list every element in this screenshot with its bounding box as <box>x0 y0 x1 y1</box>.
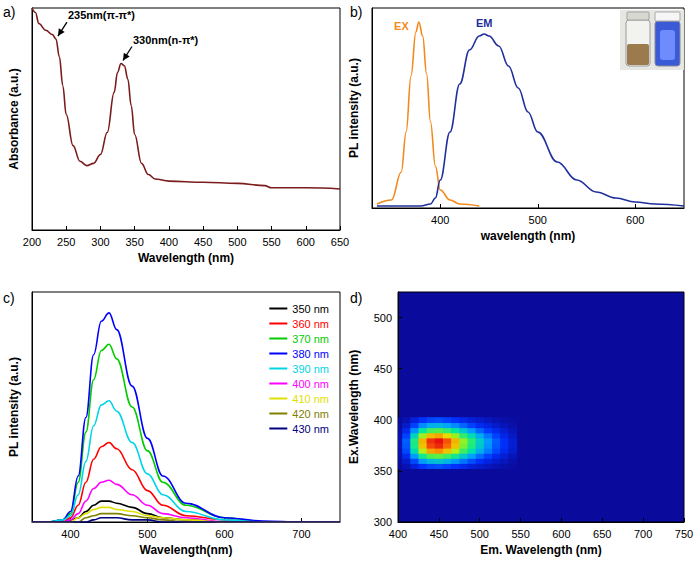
svg-text:390 nm: 390 nm <box>292 363 329 375</box>
svg-text:Wavelength(nm): Wavelength(nm) <box>140 543 233 557</box>
svg-text:a): a) <box>3 4 15 20</box>
svg-text:500: 500 <box>529 214 547 226</box>
svg-text:650: 650 <box>593 528 611 540</box>
svg-text:600: 600 <box>297 236 315 248</box>
svg-text:450: 450 <box>374 363 392 375</box>
svg-text:Em. Wavelength (nm): Em. Wavelength (nm) <box>480 543 602 557</box>
svg-text:400: 400 <box>61 528 79 540</box>
svg-text:600: 600 <box>552 528 570 540</box>
svg-text:250: 250 <box>57 236 75 248</box>
svg-text:370 nm: 370 nm <box>292 333 329 345</box>
svg-text:Ex.Wavelength (nm): Ex.Wavelength (nm) <box>347 350 361 464</box>
svg-text:550: 550 <box>262 236 280 248</box>
svg-text:600: 600 <box>215 528 233 540</box>
svg-text:Absorbance (a.u.): Absorbance (a.u.) <box>7 68 21 169</box>
svg-text:650: 650 <box>331 236 349 248</box>
svg-text:PL intensity (a.u.): PL intensity (a.u.) <box>7 357 21 457</box>
svg-text:430 nm: 430 nm <box>292 423 329 435</box>
svg-text:wavelength (nm): wavelength (nm) <box>480 229 576 243</box>
svg-text:450: 450 <box>194 236 212 248</box>
svg-text:500: 500 <box>374 312 392 324</box>
svg-text:410 nm: 410 nm <box>292 393 329 405</box>
svg-text:Wavelength (nm): Wavelength (nm) <box>138 251 234 265</box>
svg-text:500: 500 <box>138 528 156 540</box>
svg-text:b): b) <box>350 4 362 20</box>
svg-text:350: 350 <box>125 236 143 248</box>
svg-text:c): c) <box>3 290 15 306</box>
svg-text:400 nm: 400 nm <box>292 378 329 390</box>
svg-text:450: 450 <box>430 528 448 540</box>
svg-text:700: 700 <box>292 528 310 540</box>
svg-text:380 nm: 380 nm <box>292 348 329 360</box>
svg-text:350: 350 <box>374 465 392 477</box>
svg-text:235nm(π-π*): 235nm(π-π*) <box>68 9 135 21</box>
svg-text:600: 600 <box>626 214 644 226</box>
svg-text:330nm(n-π*): 330nm(n-π*) <box>133 34 199 46</box>
svg-text:400: 400 <box>389 528 407 540</box>
svg-text:300: 300 <box>374 516 392 528</box>
svg-text:400: 400 <box>160 236 178 248</box>
svg-text:400: 400 <box>431 214 449 226</box>
svg-text:750: 750 <box>675 528 693 540</box>
svg-text:200: 200 <box>23 236 41 248</box>
svg-text:700: 700 <box>634 528 652 540</box>
svg-text:550: 550 <box>511 528 529 540</box>
svg-text:PL intensity (a.u.): PL intensity (a.u.) <box>347 58 361 158</box>
svg-text:400: 400 <box>374 414 392 426</box>
svg-text:350 nm: 350 nm <box>292 303 329 315</box>
svg-text:EX: EX <box>394 20 409 32</box>
svg-text:300: 300 <box>91 236 109 248</box>
svg-text:d): d) <box>350 290 362 306</box>
svg-text:EM: EM <box>476 17 493 29</box>
svg-text:500: 500 <box>471 528 489 540</box>
svg-text:420 nm: 420 nm <box>292 408 329 420</box>
svg-text:500: 500 <box>228 236 246 248</box>
svg-text:360 nm: 360 nm <box>292 318 329 330</box>
